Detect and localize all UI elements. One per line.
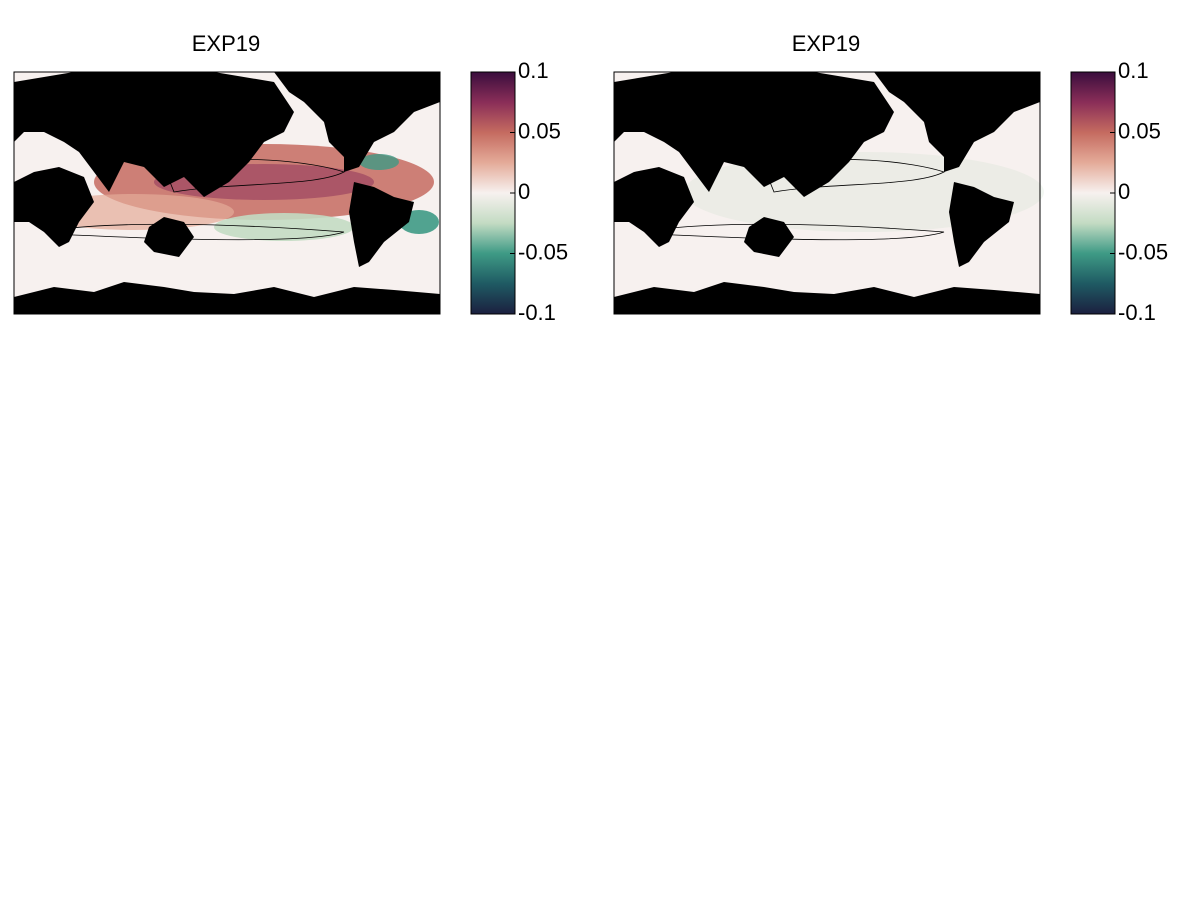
colorbar-tick-label: 0 [518, 179, 530, 204]
land [274, 72, 440, 172]
colorbar-tick-label: 0.1 [1118, 58, 1149, 83]
land [14, 167, 94, 247]
colorbar [1070, 71, 1116, 315]
field-anomaly [214, 213, 354, 241]
colorbar-tick-label: -0.1 [1118, 300, 1156, 325]
colorbar-tick-label: 0.1 [518, 58, 549, 83]
map-frame [13, 71, 441, 315]
colorbar-tick-label: -0.1 [518, 300, 556, 325]
panel-title: EXP19 [792, 31, 861, 56]
colorbar-tick-label: -0.05 [518, 239, 568, 264]
land [744, 217, 794, 257]
field-anomaly [359, 154, 399, 170]
colorbar-tick-label: 0 [1118, 179, 1130, 204]
land [614, 282, 1040, 314]
land [144, 217, 194, 257]
land [349, 182, 414, 267]
land [874, 72, 1040, 172]
land [14, 282, 440, 314]
land [614, 72, 894, 197]
panel [613, 71, 1044, 315]
map-frame [613, 71, 1041, 315]
panel-title: EXP19 [192, 31, 261, 56]
colorbar [470, 71, 516, 315]
land [949, 182, 1014, 267]
colorbar-tick-label: 0.05 [518, 118, 561, 143]
land [614, 167, 694, 247]
panel [13, 71, 441, 315]
colorbar-tick-label: 0.05 [1118, 118, 1161, 143]
colorbar-tick-label: -0.05 [1118, 239, 1168, 264]
land [14, 72, 294, 197]
